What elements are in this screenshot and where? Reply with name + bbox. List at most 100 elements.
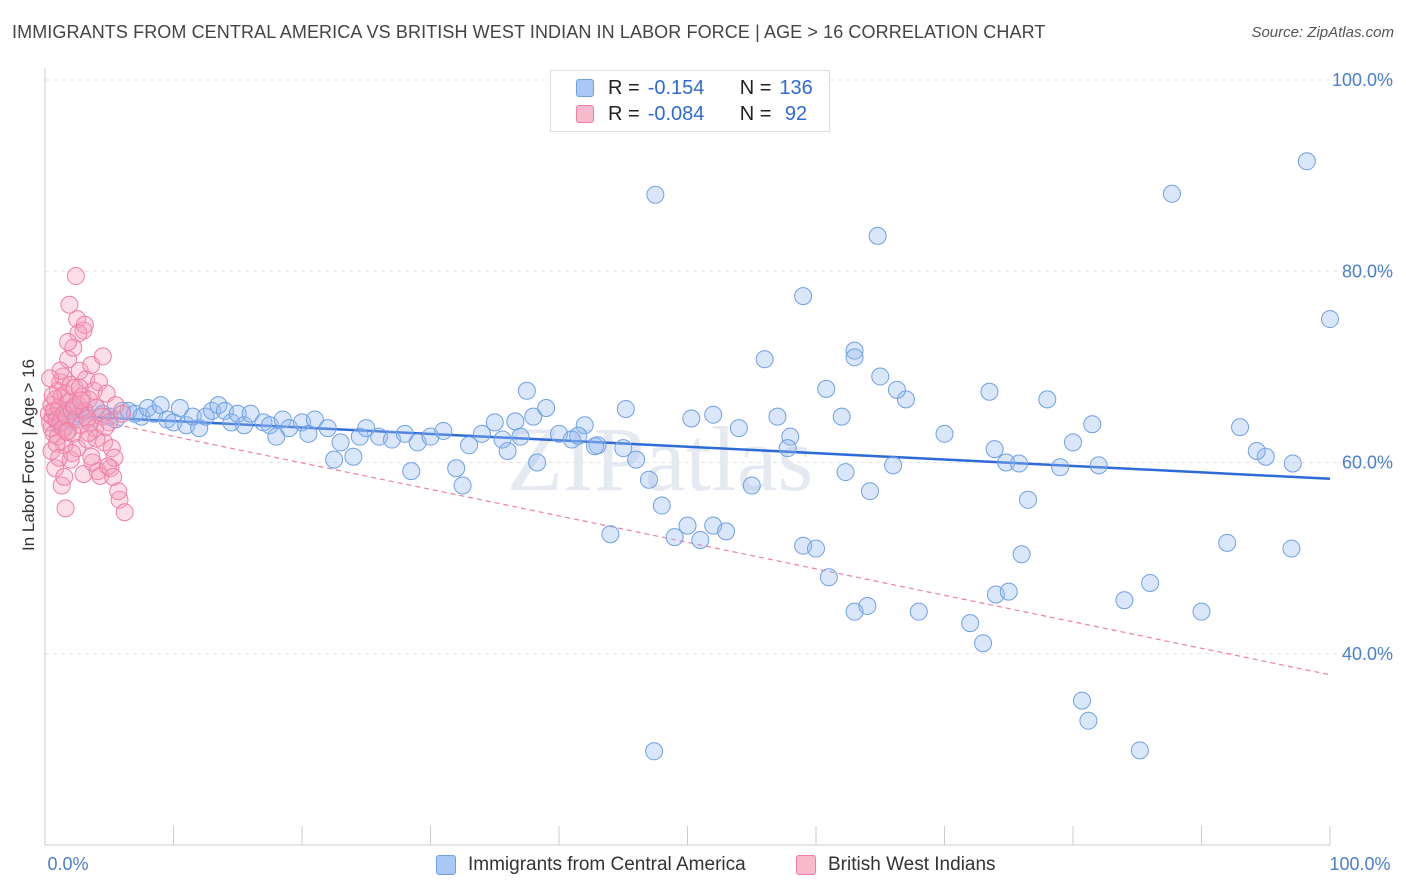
- point-central-america: [1256, 447, 1275, 466]
- point-central-america: [485, 413, 504, 432]
- point-british-west-indian: [71, 391, 90, 410]
- point-central-america: [601, 525, 620, 544]
- point-central-america: [1162, 184, 1181, 203]
- series-swatch-pink: [796, 855, 816, 875]
- point-central-america: [961, 614, 980, 633]
- point-central-america: [585, 437, 604, 456]
- point-central-america: [871, 367, 890, 386]
- point-central-america: [395, 424, 414, 443]
- trend-lines: [44, 409, 1331, 676]
- point-central-america: [1083, 415, 1102, 434]
- point-central-america: [1072, 691, 1091, 710]
- point-central-america: [832, 407, 851, 426]
- point-central-america: [1038, 390, 1057, 409]
- point-british-west-indian: [51, 361, 70, 380]
- legend-n-value: 92: [779, 102, 808, 125]
- point-central-america: [1218, 533, 1237, 552]
- point-british-west-indian: [109, 482, 128, 501]
- point-central-america: [447, 459, 466, 478]
- point-central-america: [614, 439, 633, 458]
- point-central-america: [896, 390, 915, 409]
- point-british-west-indian: [56, 499, 75, 518]
- point-british-west-indian: [98, 457, 117, 476]
- point-central-america: [228, 404, 247, 423]
- point-central-america: [652, 496, 671, 515]
- point-british-west-indian: [57, 422, 76, 441]
- point-central-america: [884, 456, 903, 475]
- point-central-america: [1012, 545, 1031, 564]
- point-central-america: [235, 416, 254, 435]
- point-central-america: [682, 409, 701, 428]
- point-british-west-indian: [62, 443, 81, 462]
- point-british-west-indian: [47, 434, 66, 453]
- point-central-america: [524, 407, 543, 426]
- point-central-america: [845, 341, 864, 360]
- point-central-america: [860, 482, 879, 501]
- point-central-america: [325, 450, 344, 469]
- legend-r-label: R =: [608, 102, 640, 125]
- point-british-west-indian: [113, 404, 132, 423]
- point-central-america: [1192, 602, 1211, 621]
- point-british-west-indian: [64, 338, 83, 357]
- legend-n-value: 136: [779, 76, 813, 99]
- y-tick-label: 100.0%: [1332, 70, 1393, 90]
- point-central-america: [1321, 310, 1339, 329]
- point-british-west-indian: [93, 347, 112, 366]
- point-british-west-indian: [59, 333, 78, 352]
- point-central-america: [1064, 433, 1082, 452]
- point-central-america: [1141, 573, 1160, 592]
- point-central-america: [1019, 490, 1038, 509]
- point-central-america: [241, 404, 260, 423]
- point-central-america: [1089, 456, 1108, 475]
- point-british-west-indian: [43, 386, 62, 405]
- legend-n-label: N =: [739, 76, 772, 99]
- point-central-america: [528, 453, 547, 472]
- point-central-america: [665, 528, 684, 547]
- point-central-america: [778, 439, 797, 458]
- point-british-west-indian: [104, 467, 123, 486]
- point-central-america: [569, 426, 588, 445]
- legend-r-value: -0.154: [647, 76, 705, 99]
- point-central-america: [1130, 741, 1149, 760]
- point-central-america: [717, 522, 736, 541]
- point-central-america: [1247, 442, 1266, 461]
- point-central-america: [985, 440, 1004, 459]
- point-central-america: [887, 380, 906, 399]
- point-british-west-indian: [96, 418, 115, 437]
- trend-line-central-america: [44, 413, 1331, 481]
- point-central-america: [460, 436, 479, 455]
- point-central-america: [1283, 454, 1302, 473]
- point-central-america: [704, 405, 723, 424]
- point-central-america: [980, 382, 999, 401]
- point-central-america: [1010, 454, 1029, 473]
- point-british-west-indian: [61, 450, 80, 469]
- grid-lines: [45, 79, 1392, 655]
- point-central-america: [974, 634, 993, 653]
- point-british-west-indian: [82, 447, 101, 466]
- point-central-america: [819, 568, 838, 587]
- point-central-america: [909, 602, 928, 621]
- tick-labels: 40.0% 60.0% 80.0% 100.0% 0.0% 100.0%: [47, 70, 1393, 874]
- point-british-west-indian: [87, 398, 106, 417]
- series-name: British West Indians: [828, 854, 996, 875]
- series-legend-british-west-indians: British West Indians: [796, 852, 996, 878]
- point-central-america: [646, 185, 665, 204]
- legend-swatch-blue: [576, 79, 594, 97]
- point-central-america: [511, 427, 530, 446]
- source-label: Source: ZipAtlas.com: [1251, 24, 1394, 41]
- point-british-west-indian: [91, 466, 110, 485]
- point-central-america: [768, 407, 787, 426]
- point-british-west-indian: [115, 503, 134, 522]
- series-legend-central-america: Immigrants from Central America: [436, 852, 746, 878]
- point-british-west-indian: [41, 369, 60, 388]
- point-central-america: [434, 421, 453, 440]
- legend-row-british-west-indian: R = -0.084 N = 92: [576, 101, 807, 127]
- point-central-america: [742, 476, 761, 495]
- point-central-america: [729, 419, 748, 438]
- point-central-america: [1297, 152, 1316, 171]
- y-tick-label: 60.0%: [1342, 453, 1393, 473]
- point-central-america: [794, 287, 813, 306]
- legend-r-value: -0.084: [647, 102, 705, 125]
- point-central-america: [1282, 539, 1301, 558]
